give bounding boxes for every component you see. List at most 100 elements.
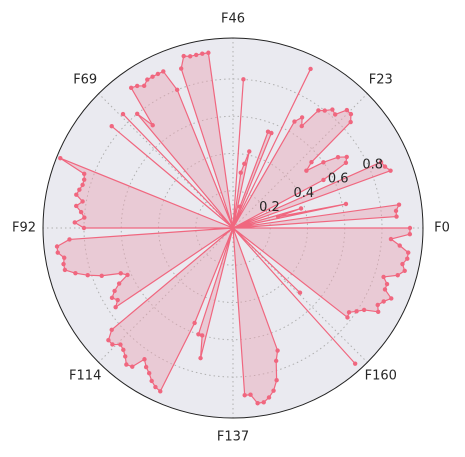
data-point: [135, 111, 140, 117]
data-point: [116, 281, 122, 286]
data-point: [142, 357, 147, 362]
data-point: [407, 231, 413, 237]
data-point: [130, 364, 135, 369]
data-point: [394, 214, 399, 219]
data-point: [375, 309, 381, 315]
radial-tick-label: 0.4: [293, 186, 314, 201]
data-point: [381, 299, 386, 304]
data-point: [112, 288, 117, 294]
data-point: [389, 296, 394, 301]
data-point: [345, 315, 350, 320]
data-point: [361, 307, 367, 313]
data-point: [155, 71, 161, 77]
data-point: [407, 225, 413, 231]
data-point: [181, 53, 186, 59]
data-point: [58, 156, 63, 161]
data-point: [145, 77, 150, 82]
data-point: [321, 160, 326, 165]
angular-tick-label: F69: [73, 73, 97, 88]
angular-tick-label: F46: [221, 12, 245, 27]
data-point: [316, 108, 321, 113]
data-point: [174, 87, 180, 93]
data-point: [123, 354, 128, 359]
data-point: [242, 393, 247, 398]
series-fill-area: [57, 52, 410, 404]
angular-tick-label: F137: [217, 430, 249, 445]
data-point: [118, 271, 123, 276]
data-point: [405, 256, 410, 261]
data-point: [248, 392, 253, 397]
data-point: [200, 51, 205, 56]
data-point: [134, 83, 140, 89]
data-point: [396, 202, 402, 207]
angular-tick-labels: F0 F23 F46 F69 F92 F114 F137 F160: [12, 12, 450, 445]
angular-gridline: [98, 227, 234, 363]
data-point: [382, 164, 388, 169]
data-point: [54, 244, 60, 249]
radial-tick-label: 0.2: [259, 200, 280, 215]
data-point: [308, 66, 313, 72]
data-point: [266, 395, 272, 400]
data-point: [77, 187, 82, 192]
data-point: [378, 159, 384, 165]
data-point: [153, 384, 158, 390]
data-point: [344, 154, 349, 160]
data-point: [196, 332, 201, 337]
data-point: [194, 52, 199, 58]
data-point: [344, 107, 350, 113]
data-point: [382, 287, 388, 292]
data-point: [299, 115, 305, 120]
data-point: [125, 272, 130, 278]
data-point: [72, 220, 77, 225]
data-point: [242, 161, 247, 166]
data-point: [265, 129, 271, 134]
data-point: [238, 170, 243, 175]
data-point: [321, 177, 326, 183]
radial-tick-label: 0.8: [362, 157, 383, 172]
data-point: [275, 348, 280, 353]
data-point: [388, 236, 394, 242]
data-point: [158, 389, 163, 394]
data-point: [74, 203, 79, 209]
data-point: [237, 204, 243, 209]
data-point: [297, 290, 303, 295]
data-point: [400, 261, 405, 267]
data-point: [118, 342, 123, 347]
data-point: [141, 83, 147, 89]
data-point: [255, 401, 260, 406]
data-point: [298, 206, 304, 211]
data-point: [80, 182, 85, 188]
data-point: [120, 111, 126, 117]
data-point: [74, 192, 79, 197]
data-point: [150, 123, 155, 128]
data-point: [292, 119, 297, 124]
radial-tick-labels: 0.2 0.4 0.6 0.8: [259, 157, 383, 215]
data-point: [393, 208, 399, 214]
data-point: [85, 273, 90, 278]
data-point: [354, 309, 359, 314]
data-point: [309, 159, 314, 165]
data-point: [348, 119, 353, 125]
angular-tick-label: F160: [365, 368, 397, 383]
radial-tick-label: 0.6: [328, 172, 349, 187]
data-point: [304, 168, 309, 173]
data-point: [150, 74, 155, 79]
data-point: [73, 270, 78, 276]
data-point: [375, 302, 380, 308]
data-point: [82, 171, 87, 177]
data-point: [61, 261, 66, 267]
data-point: [113, 304, 118, 310]
data-point: [348, 111, 354, 117]
angular-tick-label: F23: [369, 73, 393, 88]
data-point: [402, 268, 407, 274]
data-point: [397, 243, 402, 248]
data-point: [384, 281, 390, 287]
data-point: [192, 320, 197, 326]
data-point: [128, 85, 134, 91]
data-point: [343, 201, 349, 207]
data-point: [67, 237, 72, 242]
plot-border: [42, 37, 424, 419]
data-point: [109, 327, 114, 332]
data-point: [198, 355, 203, 361]
data-point: [149, 378, 154, 384]
